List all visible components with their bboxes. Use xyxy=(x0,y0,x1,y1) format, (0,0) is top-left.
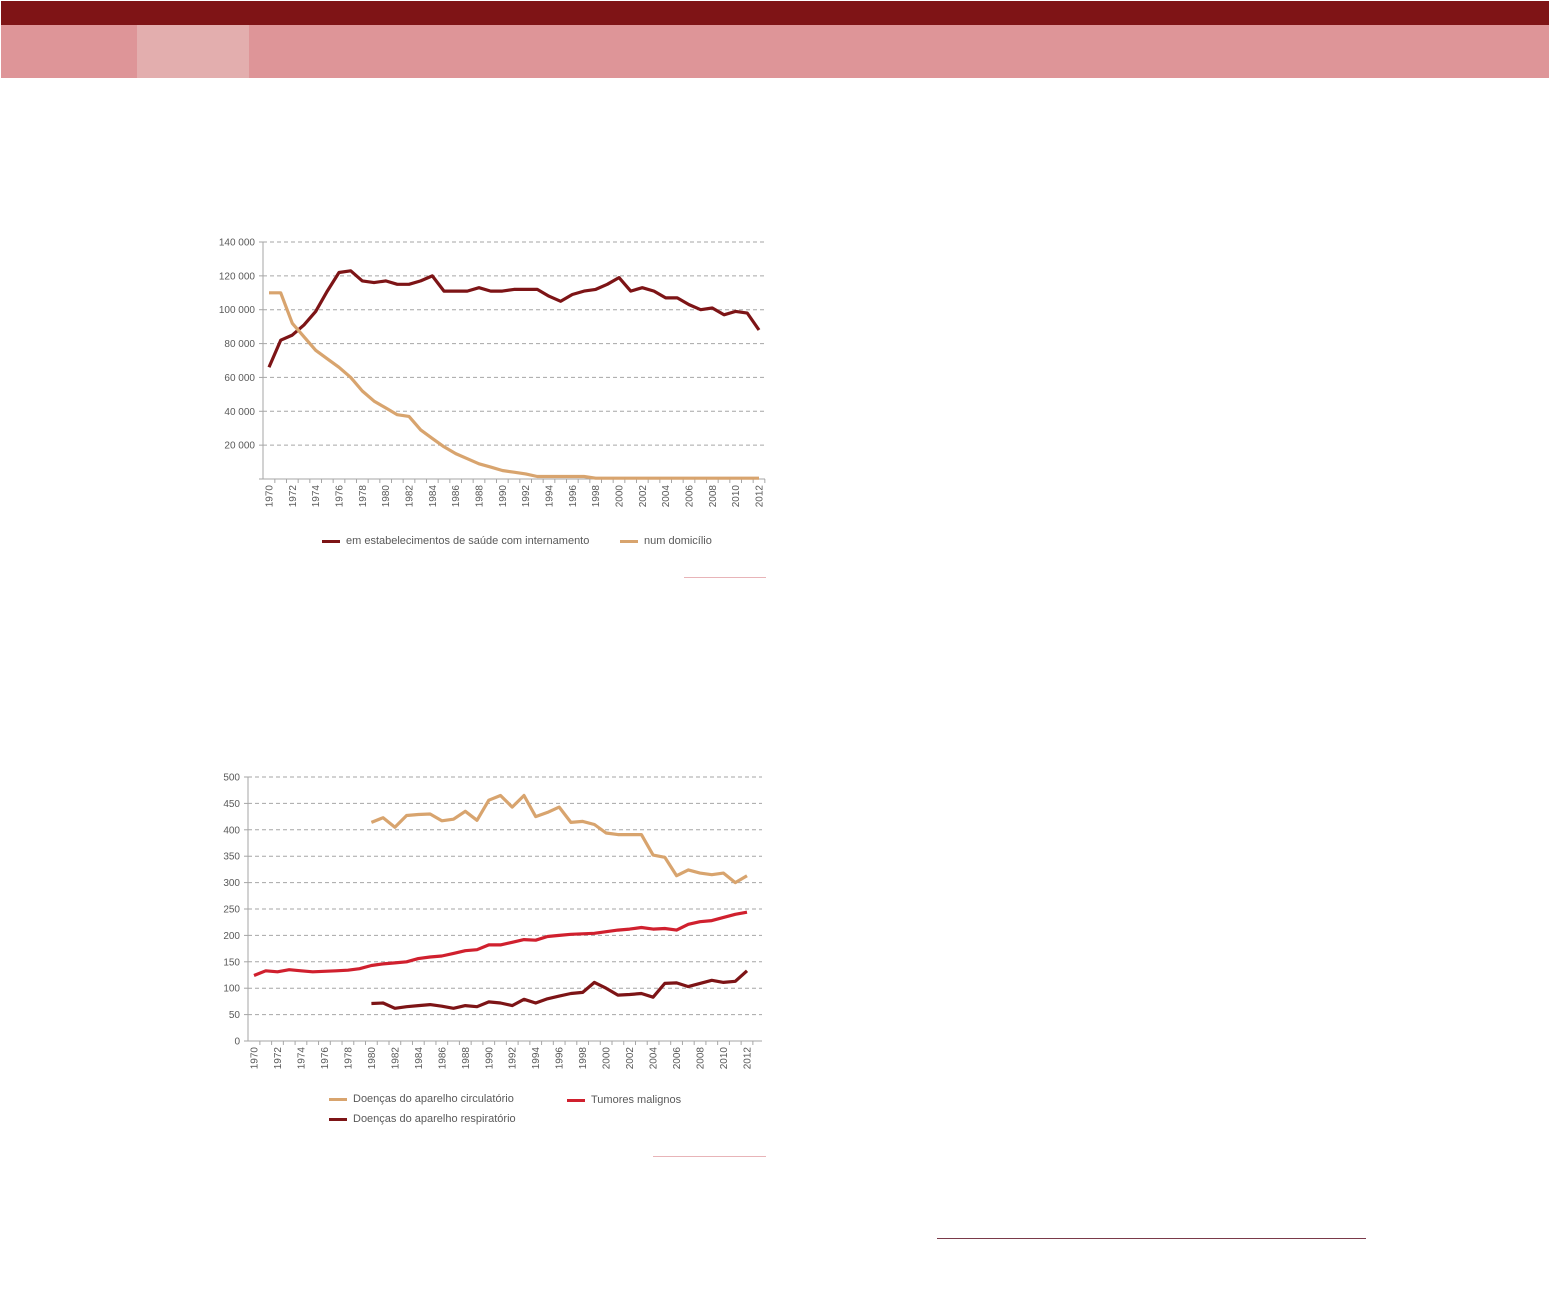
footer-rule xyxy=(937,1238,1366,1239)
x-tick-label: 1992 xyxy=(521,485,532,508)
x-tick-label: 2006 xyxy=(672,1047,683,1070)
x-tick-label: 2012 xyxy=(755,485,766,508)
x-tick-label: 2010 xyxy=(731,485,742,508)
x-tick-label: 1988 xyxy=(475,485,486,508)
y-tick-label: 450 xyxy=(223,799,240,810)
x-tick-label: 1974 xyxy=(296,1047,307,1070)
y-tick-label: 300 xyxy=(223,878,240,889)
x-tick-label: 1986 xyxy=(437,1047,448,1070)
y-tick-label: 500 xyxy=(223,773,240,784)
series-line-1 xyxy=(267,269,761,368)
x-tick-label: 2002 xyxy=(625,1047,636,1070)
x-tick-label: 1980 xyxy=(381,485,392,508)
x-tick-label: 1996 xyxy=(555,1047,566,1070)
x-tick-label: 1970 xyxy=(250,1047,261,1070)
x-tick-label: 2004 xyxy=(661,485,672,508)
x-tick-label: 1992 xyxy=(508,1047,519,1070)
x-tick-label: 1990 xyxy=(498,485,509,508)
x-tick-label: 1994 xyxy=(531,1047,542,1070)
series-line-3 xyxy=(371,969,749,1010)
legend-item-home: num domicílio xyxy=(620,535,712,547)
y-tick-label: 20 000 xyxy=(224,441,255,452)
x-tick-label: 1998 xyxy=(591,485,602,508)
y-tick-label: 100 000 xyxy=(219,305,256,316)
x-tick-label: 1984 xyxy=(428,485,439,508)
x-tick-label: 1978 xyxy=(343,1047,354,1070)
legend-swatch xyxy=(322,539,340,543)
legend-label: Tumores malignos xyxy=(591,1094,682,1106)
x-tick-label: 1996 xyxy=(568,485,579,508)
y-tick-label: 140 000 xyxy=(219,238,256,249)
x-tick-label: 1982 xyxy=(405,485,416,508)
legend-label: Doenças do aparelho respiratório xyxy=(353,1113,516,1125)
legend-swatch xyxy=(329,1117,347,1121)
x-tick-label: 1988 xyxy=(461,1047,472,1070)
y-tick-label: 400 xyxy=(223,825,240,836)
legend-item-hospital: em estabelecimentos de saúde com interna… xyxy=(322,535,589,547)
y-tick-label: 60 000 xyxy=(224,373,255,384)
legend-label: em estabelecimentos de saúde com interna… xyxy=(346,535,590,547)
header-band xyxy=(1,25,1549,78)
y-tick-label: 350 xyxy=(223,852,240,863)
y-tick-label: 100 xyxy=(223,984,240,995)
y-tick-label: 200 xyxy=(223,931,240,942)
x-tick-label: 2010 xyxy=(719,1047,730,1070)
legend-item-circulatory: Doenças do aparelho circulatório xyxy=(329,1093,514,1105)
y-tick-label: 150 xyxy=(223,957,240,968)
x-tick-label: 1976 xyxy=(335,485,346,508)
x-tick-label: 2000 xyxy=(602,1047,613,1070)
x-tick-label: 1998 xyxy=(578,1047,589,1070)
x-tick-label: 1994 xyxy=(545,485,556,508)
y-tick-label: 120 000 xyxy=(219,271,256,282)
series-line-2 xyxy=(253,910,748,977)
y-tick-label: 40 000 xyxy=(224,407,255,418)
x-tick-label: 2000 xyxy=(615,485,626,508)
header-tab-active xyxy=(137,25,249,78)
legend-swatch xyxy=(567,1098,585,1102)
x-tick-label: 2006 xyxy=(685,485,696,508)
x-tick-label: 1978 xyxy=(358,485,369,508)
x-tick-label: 1972 xyxy=(288,485,299,508)
divider xyxy=(684,577,766,578)
y-tick-label: 80 000 xyxy=(224,339,255,350)
y-tick-label: 250 xyxy=(223,905,240,916)
y-tick-label: 50 xyxy=(229,1010,241,1021)
x-tick-label: 1980 xyxy=(367,1047,378,1070)
x-tick-label: 1990 xyxy=(484,1047,495,1070)
legend-label: Doenças do aparelho circulatório xyxy=(353,1093,514,1105)
legend-label: num domicílio xyxy=(644,535,712,547)
divider xyxy=(653,1156,766,1157)
x-tick-label: 2004 xyxy=(649,1047,660,1070)
legend-swatch xyxy=(620,539,638,543)
series-line-2 xyxy=(269,291,759,480)
y-tick-label: 0 xyxy=(234,1037,240,1048)
legend-item-tumors: Tumores malignos xyxy=(567,1094,681,1106)
x-tick-label: 1970 xyxy=(265,485,276,508)
x-tick-label: 1974 xyxy=(311,485,322,508)
x-tick-label: 1976 xyxy=(320,1047,331,1070)
x-tick-label: 1984 xyxy=(414,1047,425,1070)
legend-swatch xyxy=(329,1097,347,1101)
header-bar xyxy=(1,1,1549,25)
x-tick-label: 2012 xyxy=(743,1047,754,1070)
x-tick-label: 2008 xyxy=(696,1047,707,1070)
x-tick-label: 2008 xyxy=(708,485,719,508)
x-tick-label: 1972 xyxy=(273,1047,284,1070)
series-line-1 xyxy=(370,793,748,885)
legend-item-respiratory: Doenças do aparelho respiratório xyxy=(329,1113,516,1125)
x-tick-label: 2002 xyxy=(638,485,649,508)
x-tick-label: 1982 xyxy=(390,1047,401,1070)
x-tick-label: 1986 xyxy=(451,485,462,508)
